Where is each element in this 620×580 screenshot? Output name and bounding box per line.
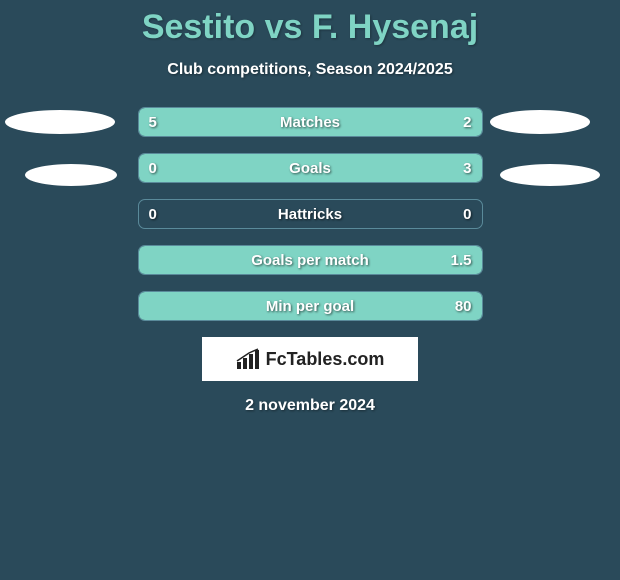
bar-fill-left [139,108,369,136]
bar-fill-right [368,108,481,136]
decorative-ellipse [25,164,117,186]
stat-right-value: 0 [463,200,471,228]
bar-fill-right [139,154,482,182]
bar-fill-right [139,246,482,274]
bar-chart-icon [236,348,262,370]
stat-label: Hattricks [139,200,482,228]
stat-left-value: 0 [149,200,157,228]
decorative-ellipse [490,110,590,134]
decorative-ellipse [500,164,600,186]
stat-row: 03Goals [138,153,483,183]
stat-row: 0 0Hattricks [138,199,483,229]
decorative-ellipse [5,110,115,134]
page-subtitle: Club competitions, Season 2024/2025 [0,61,620,79]
stat-row: 80Min per goal [138,291,483,321]
page-title: Sestito vs F. Hysenaj [0,0,620,47]
date-label: 2 november 2024 [0,397,620,415]
logo-text: FcTables.com [266,349,385,370]
stat-row: 1.5Goals per match [138,245,483,275]
comparison-chart: 52Matches 03Goals 0 0Hattricks 1.5Goals per … [0,107,620,321]
bar-fill-right [139,292,482,320]
stat-row: 52Matches [138,107,483,137]
logo-box: FcTables.com [202,337,418,381]
